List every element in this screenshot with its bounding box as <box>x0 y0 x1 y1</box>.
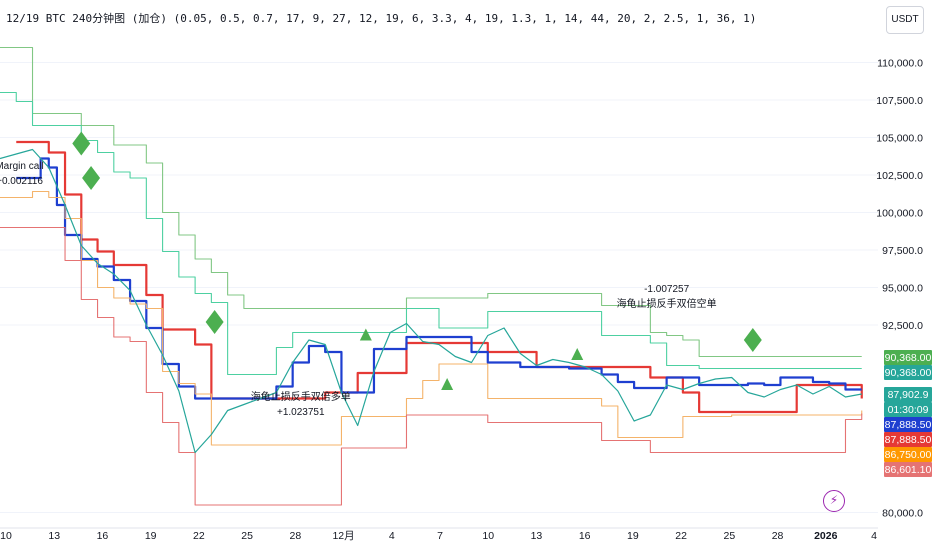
x-tick-label: 4 <box>871 530 877 542</box>
price-tag-label: 01:30:09 <box>888 404 929 416</box>
x-tick-label: 16 <box>97 530 109 542</box>
x-tick-label: 4 <box>389 530 395 542</box>
y-tick-label: 105,000.0 <box>876 133 923 145</box>
price-tag-bg <box>884 461 932 477</box>
y-tick-label: 80,000.0 <box>882 508 923 520</box>
series-line <box>16 140 863 414</box>
price-tag-bg <box>884 349 932 365</box>
price-tag-label: 86,601.10 <box>885 464 932 476</box>
y-tick-label: 107,500.0 <box>876 95 923 107</box>
x-tick-label: 13 <box>48 530 60 542</box>
annotation-text: 海龟止损反手双倍多单 <box>251 390 351 403</box>
series-line <box>0 46 862 358</box>
y-axis[interactable]: 110,000.0 107,500.0 105,000.0 102,500.0 100,… <box>876 58 923 520</box>
triangle-marker <box>441 378 454 390</box>
x-tick-label: 25 <box>241 530 253 542</box>
y-tick-label: 102,500.0 <box>876 170 923 182</box>
diamond-marker <box>743 328 762 352</box>
x-tick-label: 12月 <box>332 530 354 542</box>
y-tick-label: 110,000.0 <box>877 58 923 70</box>
grid-lines <box>0 62 878 513</box>
series-line <box>16 157 862 400</box>
x-axis[interactable]: 10 13 16 19 22 25 28 12月 4 7 10 13 16 19 22 25 28 2026 4 <box>0 527 878 542</box>
price-tag-label: 90,368.00 <box>885 367 932 379</box>
annotation-layer: Margin call +0.002116 海龟止损反手双倍多单 +1.023751 -… <box>0 161 717 418</box>
x-tick-label: 19 <box>145 530 157 542</box>
price-tag-bg <box>884 386 932 402</box>
diamond-marker <box>72 131 91 156</box>
series-line <box>0 226 863 506</box>
x-tick-label: 22 <box>193 530 205 542</box>
x-tick-label: 2026 <box>814 530 838 542</box>
currency-button[interactable]: USDT <box>886 6 924 34</box>
triangle-marker <box>359 328 372 341</box>
diamond-marker <box>82 166 101 190</box>
price-tag-bg <box>884 364 932 380</box>
x-tick-label: 22 <box>675 530 687 542</box>
diamond-marker <box>205 310 224 334</box>
x-tick-label: 28 <box>772 530 784 542</box>
price-tag-label: 87,888.50 <box>885 419 932 431</box>
series-line <box>0 91 862 376</box>
y-tick-label: 92,500.0 <box>882 320 923 332</box>
y-tick-label: 100,000.0 <box>876 208 923 220</box>
price-tag-label: 86,750.00 <box>885 449 932 461</box>
triangle-marker <box>571 348 584 360</box>
annotation-text: Margin call <box>0 161 44 172</box>
price-tag-bg <box>884 401 932 417</box>
price-tag-label: 90,368.00 <box>885 352 932 364</box>
price-tag-bg <box>884 446 932 462</box>
y-tick-label: 97,500.0 <box>882 245 923 257</box>
x-tick-label: 10 <box>482 530 494 542</box>
annotation-text: +0.002116 <box>0 176 43 187</box>
x-tick-label: 19 <box>627 530 639 542</box>
series-line <box>0 190 863 446</box>
annotation-text: -1.007257 <box>644 284 689 295</box>
x-tick-label: 13 <box>531 530 543 542</box>
series-layer <box>0 46 863 506</box>
price-tag-label: 87,888.50 <box>885 434 932 446</box>
lightning-icon[interactable]: ⚡ <box>823 490 845 512</box>
price-tag-bg <box>884 416 932 432</box>
series-line <box>0 148 862 454</box>
x-tick-label: 7 <box>437 530 443 542</box>
y-tick-label: 95,000.0 <box>882 283 923 295</box>
price-tag-label: 87,902.9 <box>888 389 929 401</box>
annotation-text: +1.023751 <box>277 407 325 418</box>
marker-layer <box>72 131 762 390</box>
x-tick-label: 28 <box>289 530 301 542</box>
x-tick-label: 10 <box>0 530 12 542</box>
annotation-text: 海龟止损反手双倍空单 <box>617 297 717 310</box>
price-tags: 90,368.00 90,368.00 87,902.9 01:30:09 87,888… <box>884 349 932 477</box>
price-tag-bg <box>884 431 932 447</box>
x-tick-label: 16 <box>579 530 591 542</box>
x-tick-label: 25 <box>723 530 735 542</box>
chart-title: 12/19 BTC 240分钟图 (加仓) (0.05, 0.5, 0.7, 1… <box>6 11 756 25</box>
